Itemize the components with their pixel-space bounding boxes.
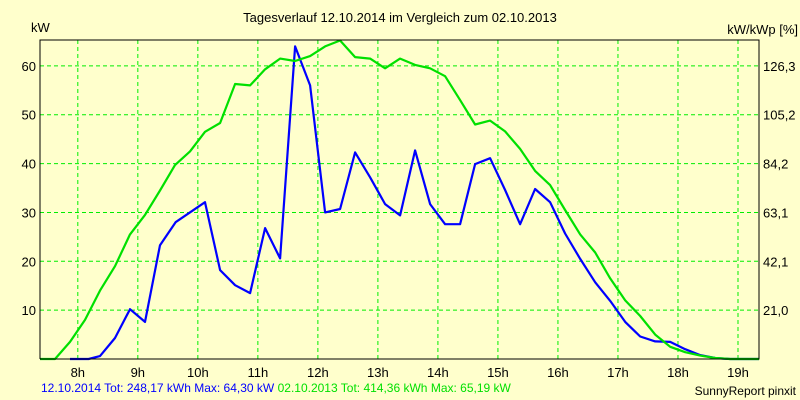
x-tick-label: 15h — [487, 365, 509, 380]
series-line-1 — [70, 45, 759, 361]
y-tick-label: 50 — [22, 108, 36, 123]
plot-frame — [39, 39, 760, 360]
x-tick-label: 13h — [367, 365, 389, 380]
legend-series-2: 02.10.2013 Tot: 414,36 kWh Max: 65,19 kW — [277, 381, 511, 395]
y-tick-label: 10 — [22, 303, 36, 318]
x-tick-label: 17h — [607, 365, 629, 380]
chart-title: Tagesverlauf 12.10.2014 im Vergleich zum… — [243, 10, 557, 25]
legend-series-1: 12.10.2014 Tot: 248,17 kWh Max: 64,30 kW — [41, 381, 275, 395]
y-tick-label: 40 — [22, 157, 36, 172]
x-tick-label: 10h — [187, 365, 209, 380]
x-tick-label: 16h — [547, 365, 569, 380]
x-tick-label: 8h — [71, 365, 85, 380]
y-right-tick-label: 21,0 — [763, 303, 788, 318]
y-axis-right-label: kW/kWp [%] — [727, 22, 798, 37]
y-right-tick-label: 42,1 — [763, 254, 788, 269]
y-tick-label: 20 — [22, 254, 36, 269]
x-tick-label: 14h — [427, 365, 449, 380]
y-axis-label: kW — [31, 20, 50, 35]
x-tick-label: 19h — [727, 365, 749, 380]
y-right-tick-label: 105,2 — [763, 108, 796, 123]
y-right-tick-label: 126,3 — [763, 59, 796, 74]
y-tick-label: 30 — [22, 205, 36, 220]
y-right-tick-label: 63,1 — [763, 205, 788, 220]
x-tick-label: 18h — [667, 365, 689, 380]
series-line-2 — [40, 39, 759, 361]
credit: SunnyReport pinxit — [694, 384, 796, 398]
y-tick-label: 60 — [22, 59, 36, 74]
x-tick-label: 12h — [307, 365, 329, 380]
x-tick-label: 11h — [247, 365, 268, 380]
y-right-tick-label: 84,2 — [763, 157, 788, 172]
x-tick-label: 9h — [131, 365, 145, 380]
